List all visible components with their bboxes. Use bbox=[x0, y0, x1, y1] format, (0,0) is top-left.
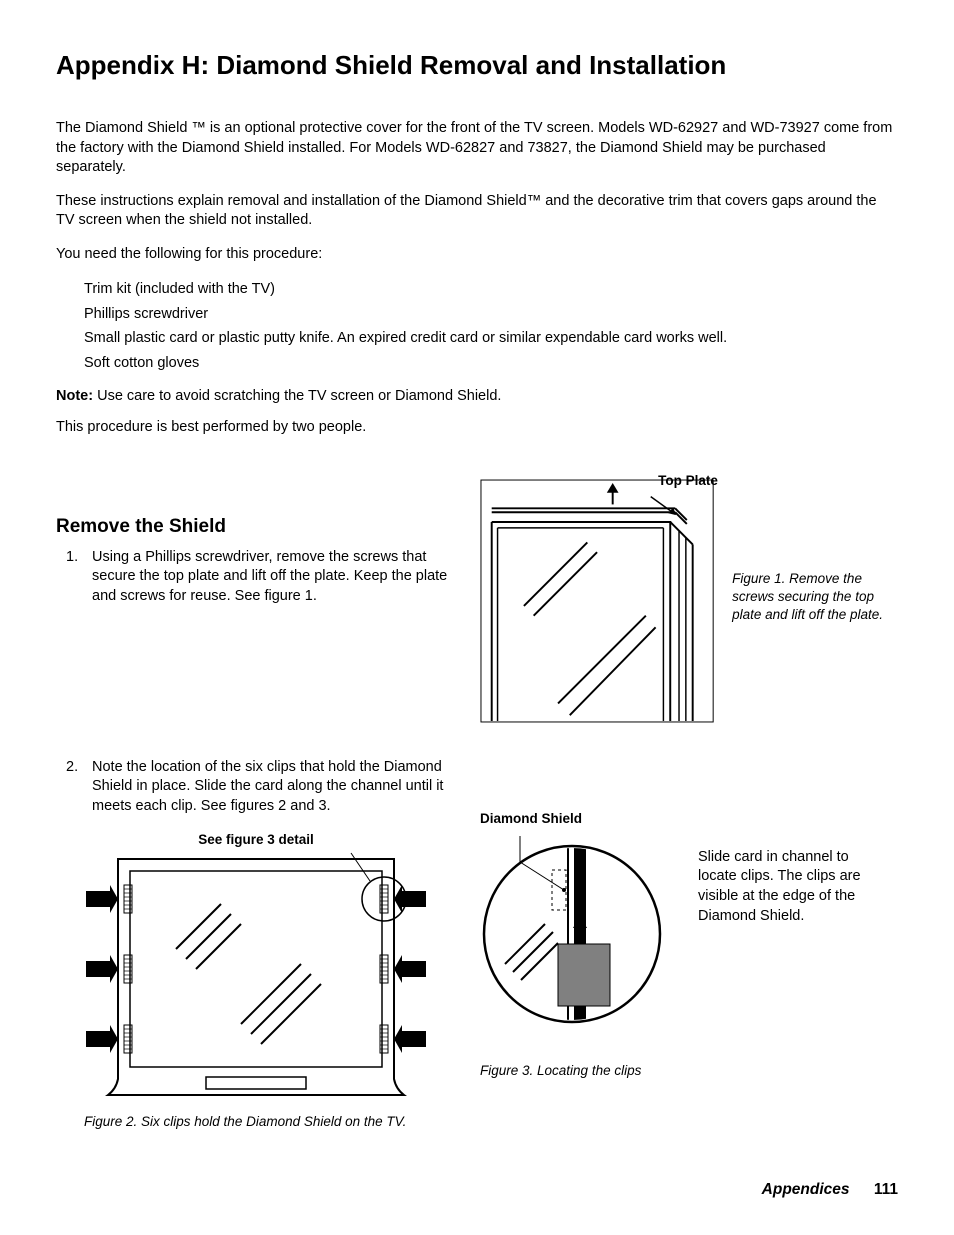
intro-para-4: This procedure is best performed by two … bbox=[56, 418, 898, 438]
step-text: Note the location of the six clips that … bbox=[92, 759, 443, 814]
figure-2-label: See figure 3 detail bbox=[198, 832, 314, 847]
intro-para-1: The Diamond Shield ™ is an optional prot… bbox=[56, 119, 898, 178]
figure-3-sidetext: Slide card in channel to locate clips. T… bbox=[698, 848, 878, 926]
tool-item: Small plastic card or plastic putty knif… bbox=[84, 327, 898, 349]
note-label: Note: bbox=[56, 388, 93, 404]
figure-1-label: Top Plate bbox=[658, 473, 718, 488]
intro-para-3: You need the following for this procedur… bbox=[56, 245, 898, 265]
tool-item: Soft cotton gloves bbox=[84, 352, 898, 374]
page-title: Appendix H: Diamond Shield Removal and I… bbox=[56, 50, 898, 81]
footer-section: Appendices bbox=[762, 1181, 850, 1198]
figure-1-diagram bbox=[480, 476, 714, 726]
figure-3-label: Diamond Shield bbox=[480, 811, 582, 826]
figure-1-caption: Figure 1. Remove the screws securing the… bbox=[732, 570, 898, 625]
note-text: Use care to avoid scratching the TV scre… bbox=[93, 388, 501, 404]
figure-3-diagram bbox=[480, 834, 680, 1054]
tool-item: Phillips screwdriver bbox=[84, 303, 898, 325]
page-footer: Appendices 111 bbox=[762, 1181, 898, 1199]
step-1: 1. Using a Phillips screwdriver, remove … bbox=[56, 548, 456, 607]
tools-list: Trim kit (included with the TV) Phillips… bbox=[56, 278, 898, 374]
step-text: Using a Phillips screwdriver, remove the… bbox=[92, 549, 447, 604]
step-number: 2. bbox=[66, 758, 78, 778]
step-number: 1. bbox=[66, 548, 78, 568]
footer-page-number: 111 bbox=[874, 1181, 898, 1198]
figure-3-caption: Figure 3. Locating the clips bbox=[480, 1062, 898, 1080]
note-line: Note: Use care to avoid scratching the T… bbox=[56, 388, 898, 404]
figure-2-caption: Figure 2. Six clips hold the Diamond Shi… bbox=[56, 1113, 456, 1131]
figure-2-diagram bbox=[56, 849, 456, 1109]
step-2: 2. Note the location of the six clips th… bbox=[56, 758, 456, 817]
tool-item: Trim kit (included with the TV) bbox=[84, 278, 898, 300]
intro-para-2: These instructions explain removal and i… bbox=[56, 192, 898, 231]
